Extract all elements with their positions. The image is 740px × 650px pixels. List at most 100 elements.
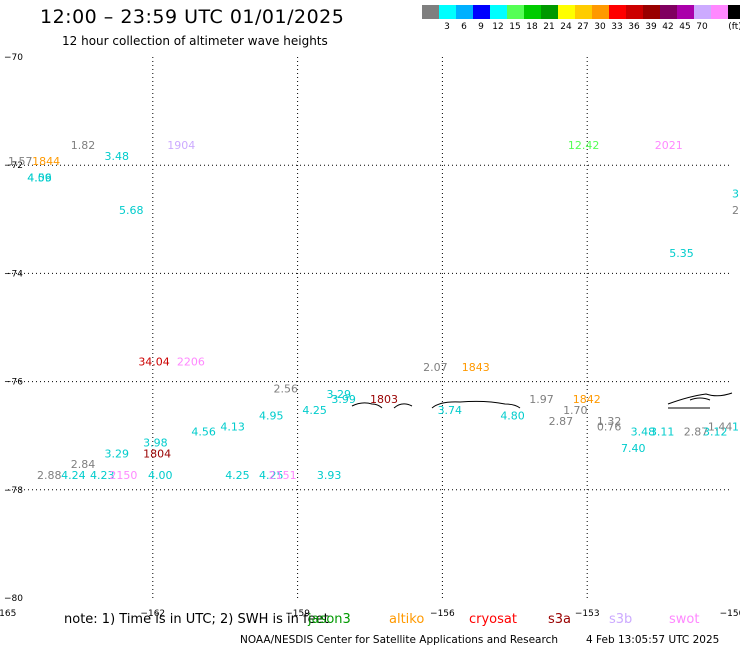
legend-item-swot: swot xyxy=(669,612,700,627)
swh-data-label: 4.13 xyxy=(220,420,245,433)
swh-data-label: 3.99 xyxy=(331,393,356,406)
color-scale-swatch xyxy=(507,5,524,19)
swh-data-label: 3.48 xyxy=(105,150,129,163)
swh-data-label: 7.40 xyxy=(621,442,646,455)
color-scale-tick-label: 70 xyxy=(696,22,708,32)
swh-data-label: 4.56 xyxy=(191,426,216,439)
x-tick-label: −165 xyxy=(0,609,16,619)
color-scale-tick-label: 12 xyxy=(492,22,504,32)
chart-subtitle: 12 hour collection of altimeter wave hei… xyxy=(62,34,328,48)
swh-data-label: 1.70 xyxy=(563,404,588,417)
color-scale-tick-label: 36 xyxy=(628,22,640,32)
swh-data-label: 4.00 xyxy=(148,469,173,482)
swh-data-label: 5.35 xyxy=(669,247,694,260)
color-scale-tick-label: 42 xyxy=(662,22,674,32)
swh-data-label: 3.29 xyxy=(105,447,129,460)
legend-item-s3a: s3a xyxy=(548,612,572,627)
color-scale-tick-label: 6 xyxy=(461,22,467,32)
color-scale-swatch xyxy=(677,5,694,19)
swh-data-label: 12.42 xyxy=(568,139,600,152)
swh-data-label: 3.12 xyxy=(703,426,728,439)
color-scale-tick-label: 33 xyxy=(611,22,623,32)
chart-title: 12:00 – 23:59 UTC 01/01/2025 xyxy=(40,6,345,28)
color-scale-swatch xyxy=(490,5,507,19)
x-tick-label: −156 xyxy=(430,609,455,619)
swh-data-label: 1.32 xyxy=(597,415,622,428)
swh-data-label: 3.48 xyxy=(631,426,656,439)
legend-item-cryosat: cryosat xyxy=(469,612,517,627)
coastline xyxy=(351,392,733,409)
x-tick-label: −153 xyxy=(575,609,600,619)
swh-data-label: 2.0 xyxy=(732,204,740,217)
color-scale-tick-label: 3 xyxy=(444,22,450,32)
swh-data-label: 3.11 xyxy=(650,426,675,439)
y-tick-label: −76 xyxy=(4,378,23,388)
y-tick-label: −70 xyxy=(4,53,23,63)
color-scale-unit: (ft) xyxy=(728,22,740,32)
x-tick-label: −162 xyxy=(140,609,165,619)
swh-data-label: 4.95 xyxy=(259,409,284,422)
swh-data-label: 2021 xyxy=(655,139,683,152)
swh-data-label: 3.98 xyxy=(143,437,168,450)
swh-data-label: 2.87 xyxy=(684,426,709,439)
color-scale-tick-label: 45 xyxy=(679,22,691,32)
color-scale-swatch xyxy=(439,5,456,19)
color-scale-swatch xyxy=(558,5,575,19)
credit-line: NOAA/NESDIS Center for Satellite Applica… xyxy=(240,634,558,646)
color-scale-tick-label: 18 xyxy=(526,22,538,32)
swh-data-label: 4.25 xyxy=(259,469,284,482)
swh-data-label: 1844 xyxy=(32,155,60,168)
swh-data-label: 3.93 xyxy=(317,469,342,482)
swh-data-label: 1842 xyxy=(573,393,601,406)
color-scale-swatch xyxy=(456,5,473,19)
swh-data-label: 2.87 xyxy=(549,415,574,428)
swh-data-label: 1 xyxy=(732,420,739,433)
color-scale-swatch xyxy=(524,5,541,19)
swh-data-label: 34.04 xyxy=(138,355,170,368)
swh-data-label: 2.56 xyxy=(273,382,298,395)
swh-data-label: 4.80 xyxy=(500,409,525,422)
swh-data-label: 1803 xyxy=(370,393,398,406)
color-scale-swatch xyxy=(592,5,609,19)
swh-data-label: 3.74 xyxy=(438,404,463,417)
swh-data-label: 2206 xyxy=(177,355,205,368)
color-scale-swatch xyxy=(422,5,439,19)
swh-data-label: 1.44 xyxy=(708,420,733,433)
swh-data-label: 4.25 xyxy=(225,469,250,482)
swh-data-label: 4.09 xyxy=(27,171,52,184)
color-scale-swatch xyxy=(694,5,711,19)
y-tick-label: −74 xyxy=(4,269,23,279)
y-tick-label: −78 xyxy=(4,486,23,496)
swh-data-label: 2.84 xyxy=(71,458,96,471)
swh-data-label: 1843 xyxy=(462,361,490,374)
swh-data-label: 3.29 xyxy=(327,388,352,401)
color-scale-swatch xyxy=(660,5,677,19)
swh-data-label: 2.07 xyxy=(423,361,448,374)
color-scale-swatch xyxy=(711,5,728,19)
legend-item-altiko: altiko xyxy=(389,612,425,627)
y-tick-label: −80 xyxy=(4,594,23,604)
color-scale-tick-label: 9 xyxy=(478,22,484,32)
color-scale-swatch xyxy=(643,5,660,19)
swh-data-label: 0.76 xyxy=(597,420,622,433)
swh-data-label: 4.24 xyxy=(61,469,86,482)
x-tick-label: −159 xyxy=(285,609,310,619)
legend-item-s3b: s3b xyxy=(609,612,633,627)
generation-timestamp: 4 Feb 13:05:57 UTC 2025 xyxy=(586,634,720,646)
color-scale-swatch xyxy=(575,5,592,19)
color-scale-swatch xyxy=(609,5,626,19)
color-scale-tick-label: 27 xyxy=(577,22,589,32)
color-scale-tick-label: 39 xyxy=(645,22,657,32)
color-scale-swatch xyxy=(728,5,740,19)
color-scale-tick-label: 24 xyxy=(560,22,572,32)
x-tick-label: −150 xyxy=(720,609,740,619)
swh-data-label: 4.25 xyxy=(302,404,327,417)
color-scale-swatch xyxy=(473,5,490,19)
color-scale-tick-label: 15 xyxy=(509,22,521,32)
swh-data-label: 3. xyxy=(732,188,740,201)
swh-data-label: 1.97 xyxy=(529,393,554,406)
color-scale-swatch xyxy=(626,5,643,19)
footnote: note: 1) Time is in UTC; 2) SWH is in fe… xyxy=(64,612,329,627)
